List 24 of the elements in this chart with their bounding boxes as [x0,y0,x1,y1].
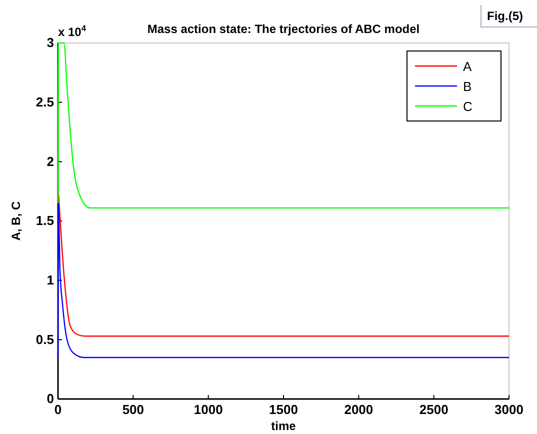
x-axis-title: time [271,419,296,433]
y-tick-label: 0.5 [36,332,54,347]
y-tick-label: 0 [46,391,54,406]
y-axis-title: A, B, C [9,201,23,241]
y-tick-label: 1 [46,272,54,288]
x-tick-label: 2000 [344,402,374,418]
x-tick-label: 3000 [494,402,524,418]
text: Fig.(5) [487,9,523,23]
legend-label: B [463,79,472,94]
legend-label: A [463,59,472,74]
line-series [57,202,510,358]
chart-title: Mass action state: The trjectories of ABC model [147,22,420,36]
line-series [58,193,510,337]
y-tick-label: 3 [46,35,54,50]
x-tick-label: 500 [122,402,144,418]
legend-label: C [463,99,472,114]
y-tick-label: 2 [46,154,54,169]
x-tick-label: 1000 [194,402,223,418]
y-tick-label: 2.5 [36,94,54,110]
x-tick-label: 2500 [419,402,448,418]
line-series [57,42,510,209]
y-tick-label: 1.5 [36,213,54,228]
x-tick-label: 1500 [269,402,298,418]
text: x 10$^{4}$ [58,23,86,39]
